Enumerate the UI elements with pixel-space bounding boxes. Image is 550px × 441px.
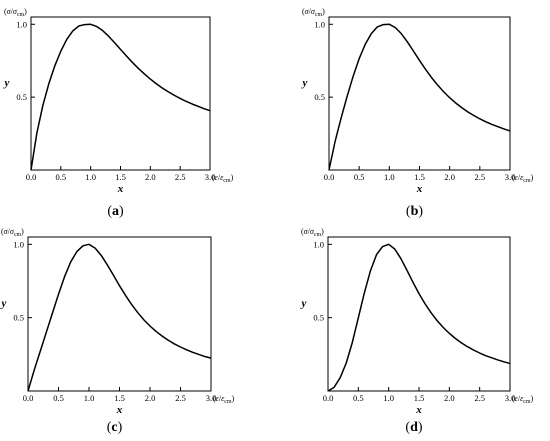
y-axis-label: y [3,77,10,89]
panel-caption: (d) [405,420,422,435]
x-tick-label: 0.0 [324,172,335,182]
panel-caption: (b) [406,204,423,219]
x-tick-label: 3.0 [505,393,516,403]
chart-panel-3: 0.0 0.5 1.0 1.5 2.0 2.5 3.0 0.5 1.0 x y (σ/σcm) (ε/ε… [0,227,235,435]
x-axis-label: x [415,404,422,416]
plot-frame [327,236,511,392]
x-tick-label: 0.5 [56,172,67,182]
series-line [327,243,511,392]
x-tick-label: 2.0 [145,172,156,182]
x-tick-label: 2.5 [175,172,186,182]
x-tick-label: 0.5 [353,393,364,403]
x-unit-label: (ε/εcm) [213,394,235,405]
x-unit-label: (ε/εcm) [512,394,534,405]
x-tick-label: 0.0 [26,172,37,182]
x-tick-label: 3.0 [505,172,516,182]
x-tick-label: 1.5 [114,393,125,403]
y-tick-label: 1.0 [13,239,24,249]
y-tick-label: 1.0 [16,19,27,29]
x-tick-label: 2.0 [444,172,455,182]
x-tick-label: 0.0 [23,393,34,403]
x-tick-label: 2.5 [175,393,186,403]
x-tick-label: 0.0 [323,393,334,403]
y-axis-label: y [301,77,308,89]
x-tick-label: 1.0 [84,393,95,403]
x-tick-label: 2.0 [444,393,455,403]
x-tick-label: 1.0 [383,393,394,403]
panel-caption: (a) [107,204,124,219]
x-tick-label: 1.5 [414,172,425,182]
chart-panel-1: 0.0 0.5 1.0 1.5 2.0 2.5 3.0 0.5 1.0 x y (σ/σcm) (ε/ε… [3,7,234,219]
x-unit-label: (ε/εcm) [512,173,534,184]
y-tick-label: 0.5 [13,313,24,323]
y-axis-label: y [0,297,7,309]
x-tick-label: 0.5 [354,172,365,182]
chart-panel-2: 0.0 0.5 1.0 1.5 2.0 2.5 3.0 0.5 1.0 x y (σ/σcm) (ε/ε… [301,7,534,219]
y-tick-label: 1.0 [313,239,324,249]
x-tick-label: 2.0 [145,393,156,403]
y-tick-label: 0.5 [16,92,27,102]
x-tick-label: 3.0 [206,393,217,403]
y-tick-label: 0.5 [314,92,325,102]
chart-panel-4: 0.0 0.5 1.0 1.5 2.0 2.5 3.0 0.5 1.0 x y (σ/σcm) (ε/ε… [300,227,534,435]
x-tick-label: 1.5 [115,172,126,182]
x-tick-label: 3.0 [205,172,216,182]
x-tick-label: 1.5 [414,393,425,403]
series-line [30,23,211,171]
y-unit-label: (σ/σcm) [302,7,325,18]
y-unit-label: (σ/σcm) [301,227,324,238]
x-tick-label: 1.0 [85,172,96,182]
x-tick-label: 1.0 [384,172,395,182]
y-axis-label: y [300,297,307,309]
series-line [328,23,511,171]
y-tick-label: 1.0 [314,19,325,29]
plot-frame [30,16,211,171]
y-unit-label: (σ/σcm) [4,7,27,18]
y-unit-label: (σ/σcm) [1,227,24,238]
x-axis-label: x [116,404,123,416]
series-line [27,243,212,392]
x-axis-label: x [117,183,124,195]
x-tick-label: 2.5 [474,393,485,403]
plot-frame [328,16,511,171]
x-tick-label: 2.5 [475,172,486,182]
x-tick-label: 0.5 [53,393,64,403]
x-unit-label: (ε/εcm) [212,173,234,184]
panel-caption: (c) [107,420,123,435]
x-axis-label: x [416,183,423,195]
plot-frame [27,236,212,392]
y-tick-label: 0.5 [313,313,324,323]
